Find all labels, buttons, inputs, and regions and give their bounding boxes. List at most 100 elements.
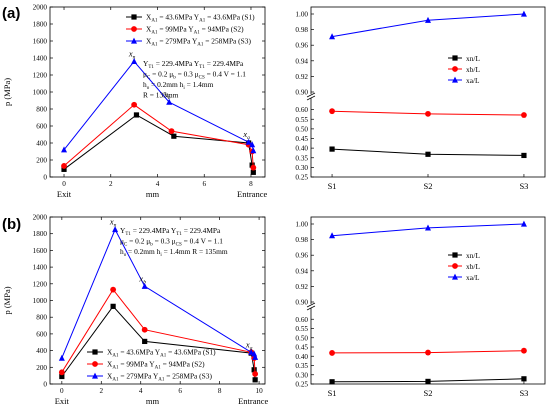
y-tick-label: 800 (36, 106, 47, 114)
data-point (245, 138, 252, 145)
y-tick-label: 0.96 (295, 252, 308, 260)
y-tick-label: 0.92 (295, 283, 308, 291)
legend-marker (452, 263, 458, 269)
param-text: = 0.2 μ (150, 70, 173, 79)
param-text: h (143, 80, 147, 89)
param-text: h (120, 247, 124, 256)
y-tick-label: 0.30 (295, 371, 308, 379)
param-text: = 229.4MPa (182, 226, 221, 235)
data-point (425, 151, 431, 157)
param-subscript: A1 (151, 42, 158, 47)
param-subscript: A1 (199, 18, 206, 23)
x-tick-label: 2 (109, 180, 113, 188)
legend-entry: XA1 = 43.6MPa YA1 = 43.6MPa (S1) (146, 13, 255, 24)
x-extra-label: Entrance (237, 189, 267, 199)
legend-entry: xa/L (466, 76, 480, 85)
legend-marker (452, 66, 458, 72)
x-tick-label: S1 (328, 388, 337, 398)
y-tick-label: 0.35 (295, 154, 308, 162)
y-tick-label: 0.45 (295, 135, 308, 143)
data-point (61, 166, 67, 172)
param-subscript: A1 (160, 353, 167, 358)
parameter-line: μC = 0.2 μb = 0.3 μCS = 0.4 V = 1.1 (143, 70, 246, 81)
param-subscript: A1 (151, 18, 158, 23)
param-subscript: b (173, 75, 176, 80)
data-point (61, 163, 67, 169)
param-subscript: o (124, 253, 127, 258)
y-tick-label: 0.55 (295, 116, 308, 124)
y-tick-label: 600 (36, 330, 47, 338)
data-point (131, 58, 138, 64)
y-tick-label: 0.50 (295, 125, 308, 133)
data-point (59, 373, 65, 380)
data-point (425, 16, 431, 23)
param-text: X (107, 348, 113, 357)
y-tick-label: 0.55 (295, 325, 308, 333)
point-label: xn (128, 48, 136, 60)
y-tick-label: 0 (43, 381, 47, 389)
x-tick-label: S1 (328, 181, 337, 191)
param-subscript: A1 (112, 377, 119, 382)
point-label: xa (242, 129, 250, 141)
x-tick-label: 10 (255, 387, 263, 395)
parameter-line: ho = 0.2mm hi = 1.4mm R = 135mm (120, 247, 228, 258)
y-tick-label: 1400 (33, 55, 48, 63)
param-text: = 43.6MPa Y (118, 348, 160, 357)
param-subscript: T1 (125, 232, 131, 237)
x-tick-label: 0 (62, 180, 66, 188)
y-tick-label: 0.45 (295, 344, 308, 352)
legend-marker (92, 372, 98, 379)
y-tick-label: 0.60 (295, 316, 308, 324)
x-extra-label: Exit (57, 189, 72, 199)
legend-marker (452, 55, 458, 61)
param-text: μ (120, 237, 124, 246)
x-tick-label: S3 (519, 388, 528, 398)
y-tick-label: 0.35 (295, 362, 308, 370)
point-label: xb (163, 89, 171, 101)
param-subscript: A1 (155, 365, 162, 370)
y-tick-label: 400 (36, 347, 47, 355)
data-point (521, 376, 527, 382)
legend-marker (452, 273, 458, 280)
legend-entry: XA1 = 43.6MPa YA1 = 43.6MPa (S1) (107, 348, 216, 359)
legend-entry: xb/L (466, 262, 480, 271)
y-tick-label: 0.96 (295, 42, 308, 50)
param-text: Y (143, 59, 149, 68)
point-label-subscript: n (133, 54, 136, 60)
parameter-line: YT1 = 229.4MPa YT1 = 229.4MPa (143, 59, 244, 70)
legend-marker (92, 361, 98, 367)
legend-entry: XA1 = 279MPa YA1 = 258MPa (S3) (146, 37, 251, 48)
data-point (110, 286, 117, 293)
param-text: = 0.3 μ (176, 70, 199, 79)
param-text: = 0.2mm h (126, 247, 160, 256)
param-text: = 1.4mm (185, 80, 214, 89)
chart-a-right: 0.90 0.92 0.94 0.96 0.98 1.00 0.25 0.30 0.350.40… (295, 6, 546, 191)
data-point (252, 353, 259, 360)
param-text: = 43.6MPa Y (157, 13, 199, 22)
legend-marker (131, 37, 137, 44)
data-point (250, 164, 257, 171)
data-point (168, 128, 175, 135)
y-tick-label: 0.40 (295, 145, 308, 153)
param-subscript: i (183, 86, 185, 91)
x-axis-title: mm (146, 396, 160, 406)
y-tick-label: 0.92 (295, 73, 308, 81)
y-tick-label: 2000 (33, 214, 48, 222)
y-tick-label: 0.25 (295, 174, 308, 182)
param-subscript: A1 (197, 42, 204, 47)
chart-a-left: 0 200 400 600 800 1000 1200 1400 1600 1800 2000 0 2 4… (2, 4, 267, 200)
data-point (329, 350, 335, 356)
y-axis-title: p (MPa) (2, 78, 12, 106)
y-tick-label: 0.90 (295, 89, 308, 97)
y-tick-label: 1.00 (295, 11, 308, 19)
y-tick-label: 0.60 (295, 106, 308, 114)
param-text: = 0.2 μ (127, 237, 150, 246)
x-extra-label: Exit (55, 396, 70, 406)
y-tick-label: 0 (43, 174, 47, 182)
legend-entry: xn/L (466, 251, 480, 260)
data-point (251, 367, 257, 373)
data-point (425, 224, 431, 231)
param-text: = 279MPa Y (118, 372, 158, 381)
y-tick-label: 1000 (33, 297, 48, 305)
y-tick-label: 1800 (33, 21, 48, 29)
